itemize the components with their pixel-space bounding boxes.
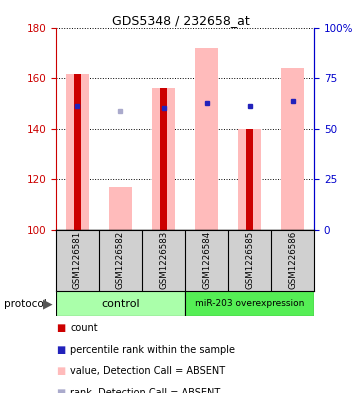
Text: miR-203 overexpression: miR-203 overexpression	[195, 299, 304, 308]
Bar	[195, 48, 218, 230]
Text: ■: ■	[56, 345, 65, 355]
Text: GSM1226581: GSM1226581	[73, 231, 82, 290]
Text: ■: ■	[56, 388, 65, 393]
Bar	[74, 74, 81, 230]
Text: GSM1226586: GSM1226586	[288, 231, 297, 290]
Text: ■: ■	[56, 366, 65, 376]
Text: ■: ■	[56, 323, 65, 333]
Text: percentile rank within the sample: percentile rank within the sample	[70, 345, 235, 355]
Bar	[56, 291, 185, 316]
Bar	[281, 68, 304, 230]
Bar	[66, 74, 89, 230]
Text: value, Detection Call = ABSENT: value, Detection Call = ABSENT	[70, 366, 226, 376]
Bar	[160, 88, 168, 230]
Text: GDS5348 / 232658_at: GDS5348 / 232658_at	[112, 14, 249, 27]
Bar	[246, 129, 253, 230]
Bar	[152, 88, 175, 230]
Bar	[238, 129, 261, 230]
Text: control: control	[101, 299, 140, 309]
Text: GSM1226585: GSM1226585	[245, 231, 254, 290]
Text: ▶: ▶	[43, 297, 52, 310]
Text: count: count	[70, 323, 98, 333]
Text: GSM1226582: GSM1226582	[116, 231, 125, 290]
Text: GSM1226584: GSM1226584	[202, 231, 211, 290]
Text: protocol: protocol	[4, 299, 46, 309]
Bar	[185, 291, 314, 316]
Text: rank, Detection Call = ABSENT: rank, Detection Call = ABSENT	[70, 388, 221, 393]
Bar	[109, 187, 132, 230]
Text: GSM1226583: GSM1226583	[159, 231, 168, 290]
